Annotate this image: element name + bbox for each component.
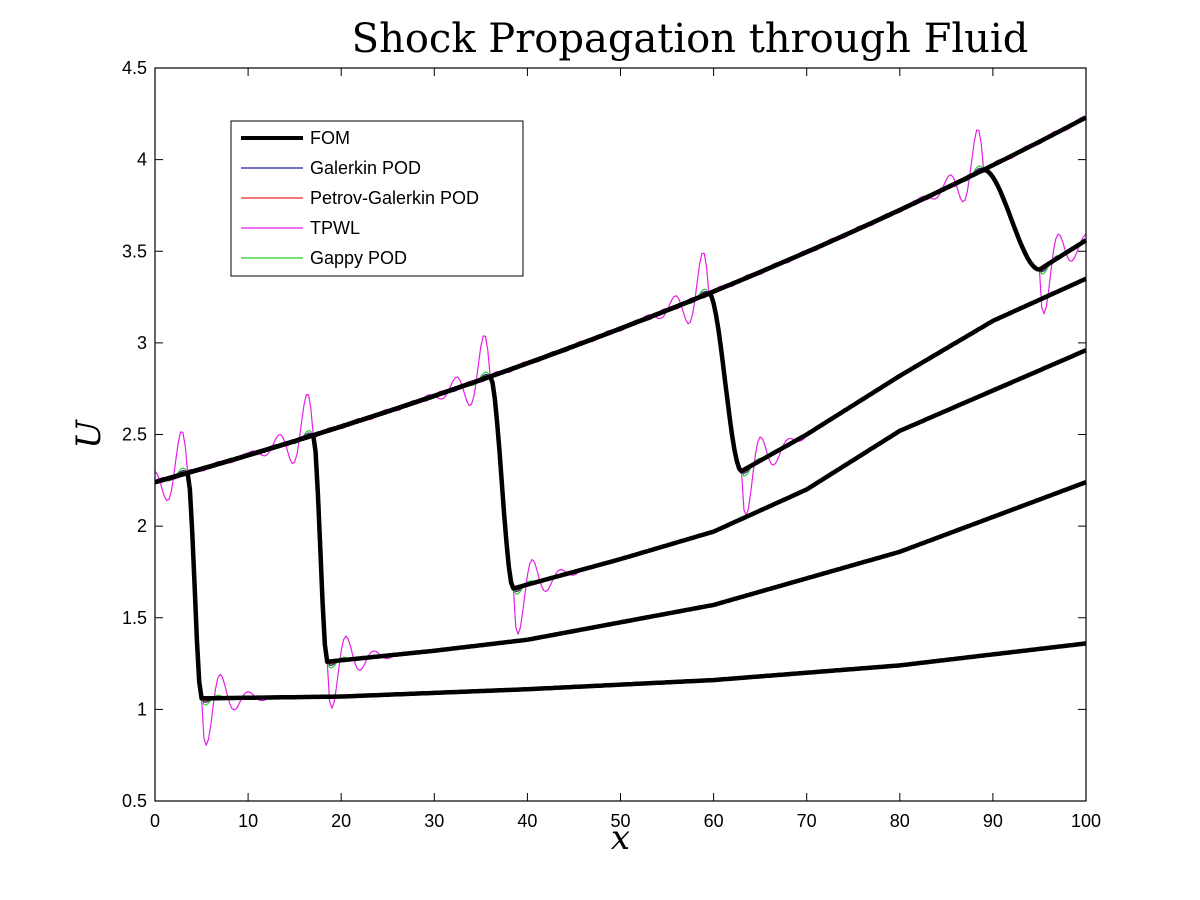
y-tick-label: 1	[137, 699, 147, 719]
series-line	[154, 469, 1087, 703]
chart-title: Shock Propagation through Fluid	[352, 16, 1029, 62]
series-line	[154, 432, 1087, 666]
legend-label: Galerkin POD	[310, 158, 421, 178]
x-axis-label: x	[611, 818, 630, 858]
y-tick-label: 4.5	[122, 58, 147, 78]
legend-label: TPWL	[310, 218, 360, 238]
legend-label: Petrov-Galerkin POD	[310, 188, 479, 208]
y-tick-label: 4	[137, 150, 147, 170]
x-tick-label: 40	[517, 811, 537, 831]
x-tick-label: 100	[1071, 811, 1101, 831]
y-tick-label: 3	[137, 333, 147, 353]
legend: FOM Galerkin POD Petrov-Galerkin POD TPWL Ga…	[230, 120, 524, 277]
series-line	[154, 276, 1087, 485]
x-tick-label: 80	[890, 811, 910, 831]
x-tick-label: 50	[610, 811, 630, 831]
plot-area	[154, 115, 1088, 746]
series-line	[154, 471, 1087, 702]
y-tick-label: 2	[137, 516, 147, 536]
x-tick-label: 10	[238, 811, 258, 831]
x-tick-label: 30	[424, 811, 444, 831]
x-tick-label: 70	[797, 811, 817, 831]
legend-label: FOM	[310, 128, 350, 148]
y-tick-label: 1.5	[122, 608, 147, 628]
series-line	[154, 349, 1087, 591]
series-line	[154, 348, 1087, 591]
series-line	[154, 335, 1087, 635]
x-tick-label: 60	[704, 811, 724, 831]
x-tick-label: 20	[331, 811, 351, 831]
series-line	[154, 433, 1087, 664]
x-tick-label: 0	[150, 811, 160, 831]
series-fom	[154, 115, 1088, 701]
series-line	[154, 467, 1087, 706]
x-tick-label: 90	[983, 811, 1003, 831]
series-line	[154, 433, 1087, 665]
series-line	[154, 252, 1087, 517]
y-tick-label: 2.5	[122, 425, 147, 445]
series-line	[154, 470, 1087, 701]
series-line	[154, 278, 1087, 483]
axis-ticks: 0 10 20 30 40 50 60 70 80 90 100 0.5 1 1.5 2 2.5 3 3.5 4 4.…	[122, 58, 1101, 831]
series-line	[154, 278, 1087, 483]
series-line	[154, 349, 1087, 593]
series-line	[154, 429, 1087, 669]
legend-label: Gappy POD	[310, 248, 407, 268]
y-tick-label: 3.5	[122, 241, 147, 261]
y-tick-label: 0.5	[122, 791, 147, 811]
y-axis-label: U	[69, 419, 109, 449]
series-line	[154, 115, 1088, 485]
series-line	[154, 278, 1087, 483]
